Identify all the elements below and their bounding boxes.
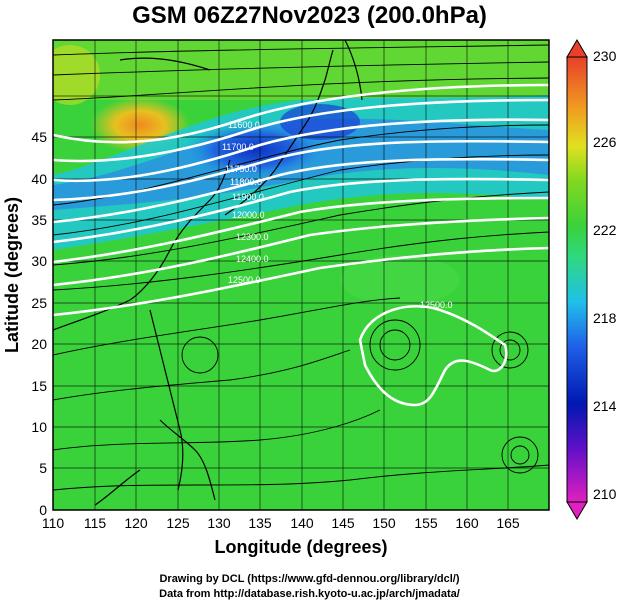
y-axis-ticks: 0 5 10 15 20 25 30 35 40 45 — [31, 129, 47, 518]
wind-streamlines — [53, 44, 549, 491]
credit-line-data-source: Data from http://database.rish.kyoto-u.a… — [159, 588, 460, 600]
x-axis-ticks: 110 115 120 125 130 135 140 145 150 155 … — [42, 515, 520, 531]
colorbar-gradient — [566, 56, 588, 503]
colorbar-tick-label: 210 — [593, 486, 617, 502]
x-tick-label: 140 — [290, 515, 314, 531]
plot-frame — [52, 39, 550, 511]
y-axis-title: Latitude (degrees) — [2, 197, 22, 353]
height-contours — [53, 83, 549, 407]
contour-label: 11600.0 — [228, 120, 260, 130]
x-tick-label: 150 — [372, 515, 396, 531]
contour-label: 11800.0 — [230, 177, 262, 187]
x-axis-title: Longitude (degrees) — [214, 537, 387, 557]
colorbar-tick-label: 218 — [593, 310, 617, 326]
y-tick-label: 0 — [39, 502, 47, 518]
colorbar-bottom-arrow — [566, 501, 588, 520]
colorbar-tick-label: 226 — [593, 134, 617, 150]
x-tick-label: 120 — [124, 515, 148, 531]
y-tick-label: 5 — [39, 460, 47, 476]
colorbar-tick-label: 230 — [593, 48, 617, 64]
colorbar-tick-label: 214 — [593, 398, 617, 414]
contour-label: 12500.0 — [228, 275, 261, 285]
credit-line-dcl: Drawing by DCL (https://www.gfd-dennou.o… — [159, 573, 460, 585]
x-tick-label: 115 — [84, 515, 107, 531]
contour-label: 11700.0 — [222, 142, 254, 152]
contour-label: 11750.0 — [225, 164, 257, 174]
contour-label: 12300.0 — [236, 232, 269, 242]
x-tick-label: 135 — [248, 515, 272, 531]
contour-label: 12400.0 — [236, 254, 269, 264]
y-tick-label: 20 — [31, 336, 47, 352]
y-tick-label: 40 — [31, 171, 47, 187]
contour-label: 11900.0 — [232, 192, 264, 202]
contour-label: 12000.0 — [232, 210, 265, 220]
contour-label: 12500.0 — [420, 300, 453, 310]
temperature-field — [53, 40, 549, 510]
x-tick-label: 145 — [331, 515, 355, 531]
x-tick-label: 155 — [414, 515, 438, 531]
x-tick-label: 165 — [496, 515, 520, 531]
x-tick-label: 160 — [455, 515, 479, 531]
y-tick-label: 10 — [31, 419, 47, 435]
contour-label-group: 11600.0 11700.0 11750.0 11800.0 11900.0 … — [222, 120, 453, 310]
colorbar-tick-label: 222 — [593, 222, 617, 238]
x-tick-label: 110 — [42, 515, 65, 531]
x-tick-label: 125 — [166, 515, 190, 531]
y-tick-label: 30 — [31, 253, 47, 269]
y-tick-label: 15 — [31, 378, 47, 394]
colorbar: 210 214 218 222 226 230 — [566, 39, 617, 520]
x-tick-label: 130 — [207, 515, 231, 531]
chart-title: GSM 06Z27Nov2023 (200.0hPa) — [132, 2, 487, 29]
y-tick-label: 35 — [31, 212, 47, 228]
y-tick-label: 25 — [31, 295, 47, 311]
colorbar-top-arrow — [566, 39, 588, 58]
y-tick-label: 45 — [31, 129, 47, 145]
